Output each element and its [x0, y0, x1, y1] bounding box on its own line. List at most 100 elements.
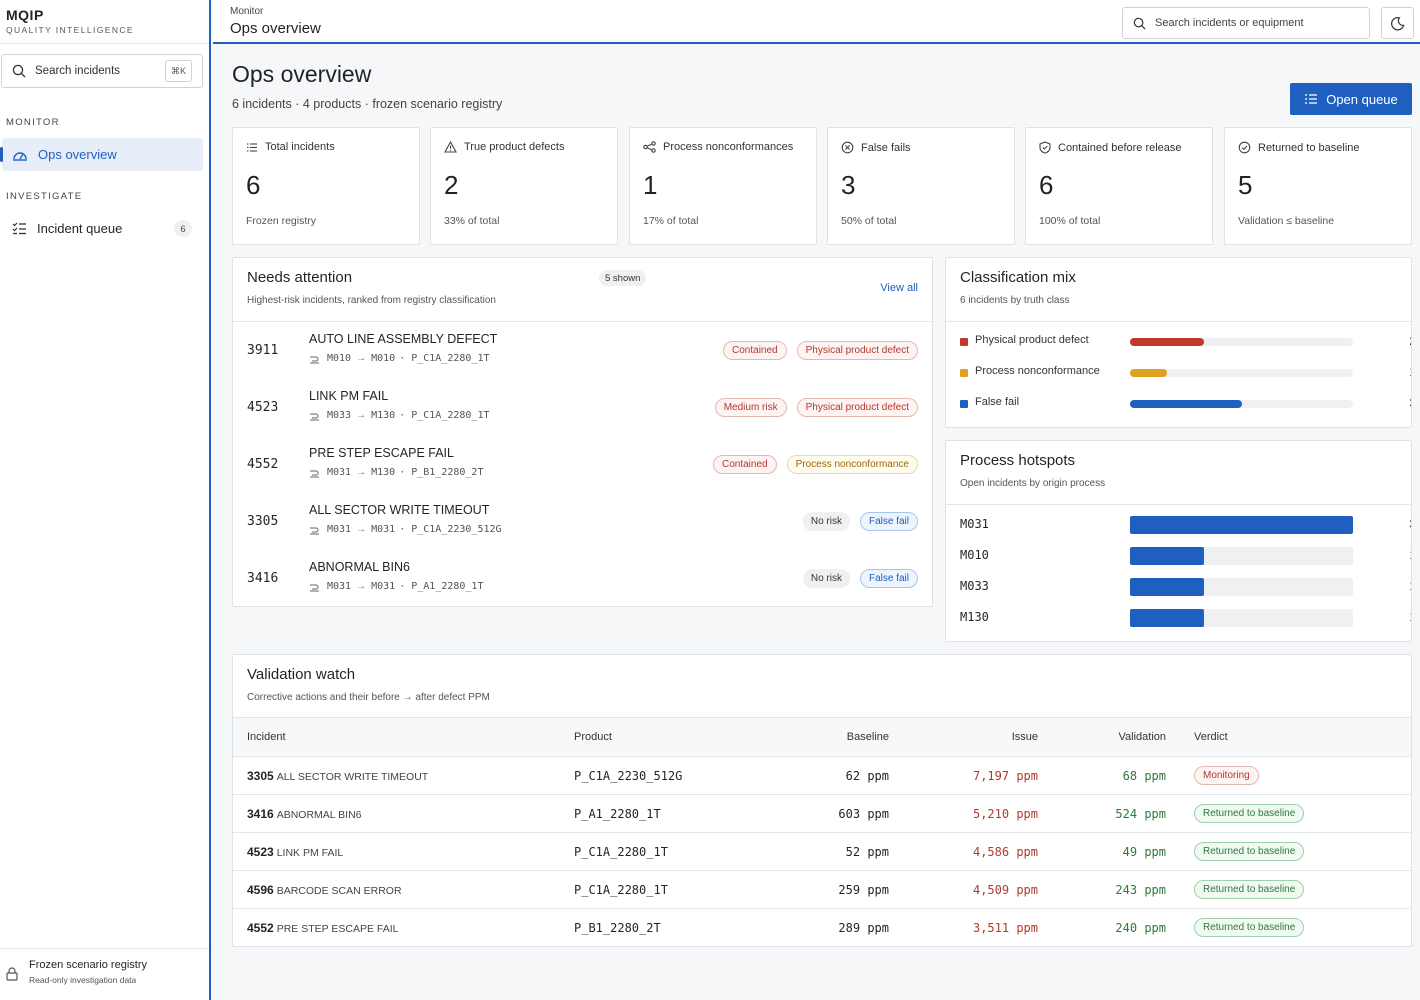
incident-row[interactable]: 3305 ALL SECTOR WRITE TIMEOUT M031 → M031 · P… — [233, 493, 932, 550]
sidebar-item-incident-queue[interactable]: Incident queue 6 — [2, 212, 203, 245]
hotspot-count: 1 — [1409, 548, 1411, 562]
card-subtitle: Corrective actions and their before → af… — [247, 692, 490, 703]
kpi-note: 17% of total — [643, 215, 699, 227]
kpi-label: Total incidents — [265, 141, 335, 153]
incident-name: LINK PM FAIL — [276, 846, 344, 859]
section-label-monitor: MONITOR — [6, 117, 60, 128]
detect-process: M031 — [371, 581, 396, 592]
moon-icon — [1391, 16, 1405, 30]
cell-product: P_C1A_2280_1T — [574, 832, 774, 871]
cell-validation: 243 ppm — [1038, 870, 1166, 909]
kpi-card-contained-before-release: Contained before release 6 100% of total — [1025, 127, 1213, 245]
cell-validation: 240 ppm — [1038, 908, 1166, 946]
status-badge: False fail — [859, 569, 918, 588]
card-title: Classification mix — [960, 269, 1076, 286]
kpi-card-false-fails: False fails 3 50% of total — [827, 127, 1015, 245]
status-badge: No risk — [802, 569, 850, 588]
incident-title: LINK PM FAIL — [309, 389, 389, 403]
cell-validation: 524 ppm — [1038, 794, 1166, 833]
arrow: → — [356, 581, 367, 592]
incident-tags: Contained Physical product defect — [723, 341, 918, 360]
sidebar-item-ops-overview[interactable]: Ops overview — [0, 138, 203, 171]
card-title: Needs attention — [247, 269, 353, 286]
shield-check-icon — [1039, 141, 1051, 154]
verdict-badge: Returned to baseline — [1194, 918, 1305, 937]
list-icon — [1305, 94, 1318, 104]
column-header-incident[interactable]: Incident — [233, 717, 574, 757]
theme-toggle-button[interactable] — [1381, 7, 1414, 39]
table-row[interactable]: 3305 ALL SECTOR WRITE TIMEOUT P_C1A_2230_5… — [233, 756, 1411, 795]
nav-count-badge: 6 — [174, 220, 192, 237]
hotspot-row[interactable]: M031 3 — [960, 516, 1411, 536]
hotspot-row[interactable]: M010 1 — [960, 547, 1411, 567]
breadcrumb[interactable]: Monitor — [230, 6, 264, 17]
detect-process: M031 — [371, 524, 396, 535]
incident-title: AUTO LINE ASSEMBLY DEFECT — [309, 332, 498, 346]
hotspot-row[interactable]: M130 1 — [960, 609, 1411, 629]
incident-tags: Contained Process nonconformance — [713, 455, 918, 474]
arrow: → — [356, 524, 367, 535]
sidebar-search[interactable]: Search incidents ⌘K — [1, 54, 203, 88]
hotspot-count: 1 — [1409, 610, 1411, 624]
table-row[interactable]: 4552 PRE STEP ESCAPE FAIL P_B1_2280_2T 289 … — [233, 908, 1411, 946]
divider — [946, 504, 1411, 505]
verdict-badge: Monitoring — [1194, 766, 1259, 785]
cell-incident: 3416 ABNORMAL BIN6 — [233, 794, 574, 833]
brand: MQIP QUALITY INTELLIGENCE — [0, 0, 209, 44]
column-header-product[interactable]: Product — [574, 717, 774, 757]
arrow: → — [356, 410, 367, 421]
incident-route: M031 → M031 · P_A1_2280_1T — [309, 581, 483, 592]
global-search-input[interactable]: Search incidents or equipment — [1122, 7, 1370, 39]
search-icon — [1133, 17, 1146, 29]
cell-product: P_C1A_2230_512G — [574, 756, 774, 795]
incident-row[interactable]: 3911 AUTO LINE ASSEMBLY DEFECT M010 → M010 · … — [233, 322, 932, 379]
legend-swatch — [960, 338, 968, 346]
incident-row[interactable]: 4552 PRE STEP ESCAPE FAIL M031 → M130 · P_B1_… — [233, 436, 932, 493]
kpi-card-process-nonconformances: Process nonconformances 1 17% of total — [629, 127, 817, 245]
incident-id: 4523 — [247, 400, 279, 415]
hotspot-bar-track — [1130, 578, 1353, 596]
validation-ppm: 68 ppm — [1122, 768, 1166, 783]
list-check-icon — [12, 222, 26, 235]
table-row[interactable]: 4596 BARCODE SCAN ERROR P_C1A_2280_1T 259 p… — [233, 870, 1411, 909]
kpi-note: 100% of total — [1039, 215, 1101, 227]
detect-process: M130 — [371, 410, 396, 421]
topbar-title: Ops overview — [230, 20, 321, 37]
mix-bar — [1130, 400, 1242, 408]
incident-row[interactable]: 3416 ABNORMAL BIN6 M031 → M031 · P_A1_2280_1T… — [233, 550, 932, 606]
status-badge: No risk — [802, 512, 850, 531]
gauge-icon — [13, 151, 27, 161]
kpi-value: 6 — [246, 170, 261, 200]
topbar: Monitor Ops overview Search incidents or… — [213, 0, 1420, 44]
table-row[interactable]: 3416 ABNORMAL BIN6 P_A1_2280_1T 603 ppm 5,21… — [233, 794, 1411, 833]
cell-verdict: Returned to baseline — [1166, 908, 1411, 946]
shortcut-hint: ⌘K — [165, 60, 192, 82]
hotspot-row[interactable]: M033 1 — [960, 578, 1411, 598]
incident-row[interactable]: 4523 LINK PM FAIL M033 → M130 · P_C1A_2280_1T… — [233, 379, 932, 436]
hotspot-bar — [1130, 609, 1205, 627]
cell-issue: 7,197 ppm — [889, 756, 1038, 795]
cell-baseline: 289 ppm — [774, 908, 889, 946]
validation-ppm: 243 ppm — [1115, 882, 1166, 897]
mix-count: 1 — [1409, 365, 1411, 379]
product-code: · P_C1A_2280_1T — [399, 410, 490, 421]
cell-verdict: Returned to baseline — [1166, 794, 1411, 833]
kpi-note: 50% of total — [841, 215, 897, 227]
view-all-link[interactable]: View all — [880, 282, 918, 294]
cell-verdict: Returned to baseline — [1166, 832, 1411, 871]
sidebar-item-label: Incident queue — [37, 221, 123, 236]
cell-incident: 4596 BARCODE SCAN ERROR — [233, 870, 574, 909]
hotspot-count: 1 — [1409, 579, 1411, 593]
search-icon — [12, 64, 26, 78]
column-header-baseline[interactable]: Baseline — [774, 717, 889, 757]
kpi-card-returned-to-baseline: Returned to baseline 5 Validation ≤ base… — [1224, 127, 1412, 245]
hotspot-bar — [1130, 516, 1353, 534]
table-row[interactable]: 4523 LINK PM FAIL P_C1A_2280_1T 52 ppm 4,586… — [233, 832, 1411, 871]
process-icon — [643, 141, 656, 153]
open-queue-button[interactable]: Open queue — [1290, 83, 1412, 115]
page-subtitle: 6 incidents · 4 products · frozen scenar… — [232, 97, 503, 111]
column-header-verdict[interactable]: Verdict — [1166, 717, 1411, 757]
column-header-validation[interactable]: Validation — [1038, 717, 1166, 757]
column-header-issue[interactable]: Issue — [889, 717, 1038, 757]
footer-title: Frozen scenario registry — [29, 959, 147, 971]
